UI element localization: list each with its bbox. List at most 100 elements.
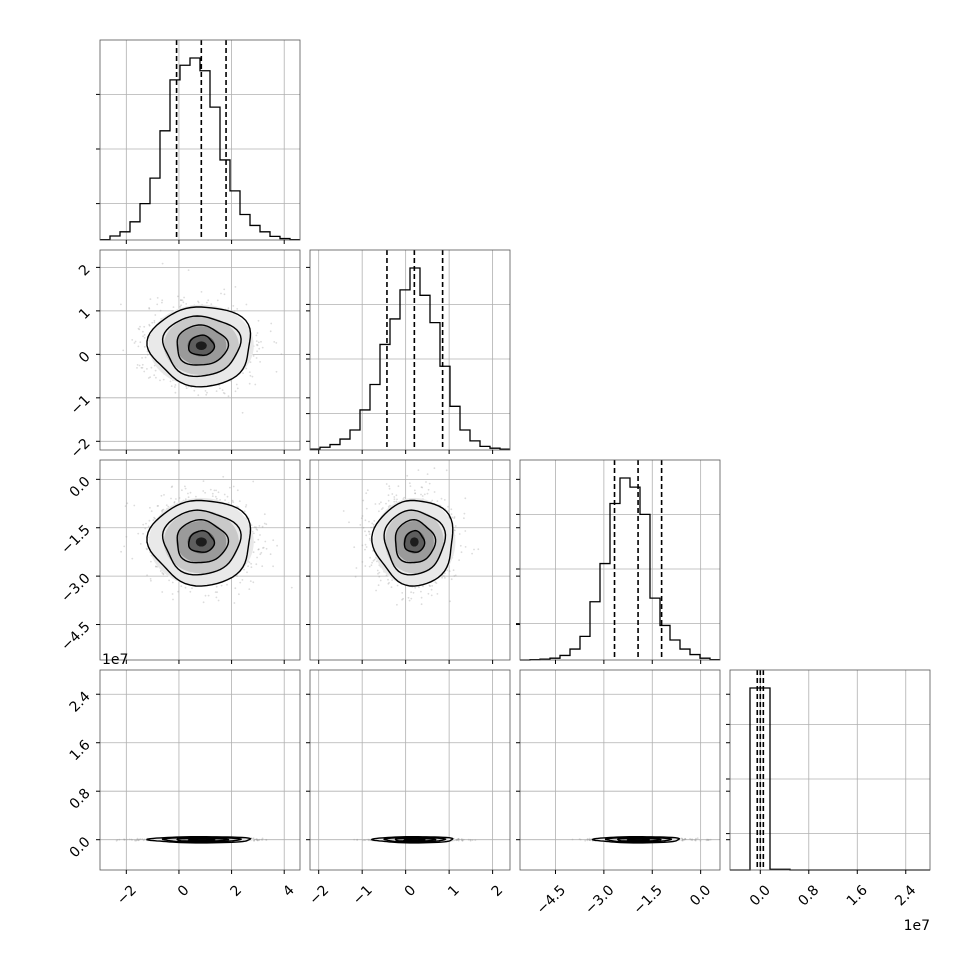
scatter-point	[370, 526, 372, 529]
scatter-point	[275, 342, 278, 344]
scatter-point	[180, 585, 183, 587]
scatter-point	[191, 587, 193, 590]
scatter-point	[402, 597, 404, 600]
scatter-point	[355, 567, 358, 569]
scatter-point	[417, 469, 420, 471]
scatter-point	[368, 533, 371, 536]
scatter-point	[139, 325, 141, 328]
scatter-point	[431, 585, 433, 587]
scatter-point	[418, 586, 420, 589]
scatter-point	[377, 572, 379, 575]
scatter-point	[436, 500, 439, 502]
scatter-point	[471, 552, 473, 555]
scatter-point	[447, 510, 449, 512]
density-level-4	[195, 537, 207, 547]
scatter-point	[260, 838, 263, 841]
scatter-point	[464, 497, 467, 500]
scatter-point	[261, 837, 264, 840]
scatter-point	[435, 582, 438, 584]
scatter-point	[275, 370, 278, 373]
scatter-point	[373, 520, 376, 522]
scatter-point	[364, 565, 367, 567]
scatter-point	[426, 473, 429, 475]
scatter-point	[387, 499, 390, 502]
scatter-point	[171, 485, 174, 488]
scatter-point	[144, 356, 147, 359]
panel-frame	[309, 249, 511, 451]
scatter-point	[206, 301, 208, 304]
scatter-point	[177, 295, 179, 298]
scatter-point	[265, 523, 268, 526]
scatter-point	[256, 839, 259, 842]
scatter-point	[373, 558, 376, 561]
scatter-point	[366, 489, 369, 492]
scatter-point	[257, 548, 260, 551]
scatter-point	[174, 391, 177, 394]
scatter-point	[262, 546, 265, 549]
scatter-point	[147, 525, 150, 528]
scatter-point	[181, 489, 183, 492]
scatter-point	[265, 838, 267, 841]
panel-content	[100, 250, 300, 450]
scatter-point	[141, 366, 144, 369]
scatter-point	[137, 327, 140, 330]
scatter-point	[391, 579, 393, 581]
scatter-point	[133, 504, 136, 507]
scatter-point	[193, 389, 196, 392]
scatter-point	[124, 505, 127, 507]
scatter-point	[140, 366, 143, 369]
scatter-point	[142, 839, 145, 842]
scatter-point	[216, 299, 219, 302]
scatter-point	[420, 493, 422, 496]
scatter-point	[250, 566, 253, 569]
scatter-point	[255, 563, 258, 566]
pair-panel-1-2	[309, 459, 511, 661]
scatter-point	[445, 469, 448, 472]
scatter-point	[453, 516, 456, 518]
scatter-point	[421, 486, 424, 489]
scatter-point	[217, 599, 220, 602]
scatter-point	[414, 492, 416, 495]
scatter-point	[161, 301, 163, 304]
scatter-point	[179, 299, 182, 301]
scatter-point	[153, 321, 156, 324]
scatter-point	[377, 584, 380, 587]
scatter-point	[223, 493, 226, 496]
scatter-point	[255, 357, 258, 359]
scatter-point	[202, 490, 205, 492]
scatter-point	[354, 575, 357, 578]
scatter-point	[434, 581, 437, 584]
scatter-point	[256, 344, 259, 347]
scatter-point	[142, 523, 145, 526]
scatter-point	[365, 534, 368, 537]
scatter-point	[161, 262, 164, 265]
scatter-point	[378, 510, 380, 513]
scatter-point	[250, 524, 253, 526]
scatter-point	[473, 548, 475, 551]
scatter-point	[444, 577, 446, 579]
scatter-point	[162, 572, 165, 575]
scatter-point	[403, 496, 406, 499]
scatter-point	[258, 525, 261, 527]
scatter-point	[197, 394, 200, 397]
scatter-point	[458, 559, 460, 561]
scatter-point	[421, 495, 424, 497]
scatter-point	[156, 297, 159, 299]
scatter-point	[261, 525, 264, 528]
scatter-point	[178, 497, 181, 499]
scatter-point	[413, 489, 416, 492]
scatter-point	[258, 839, 260, 842]
scatter-point	[123, 838, 125, 841]
scatter-point	[159, 570, 162, 572]
scatter-point	[380, 508, 383, 510]
scatter-point	[162, 508, 165, 511]
scatter-point	[422, 585, 424, 588]
scatter-point	[173, 501, 176, 503]
scatter-point	[202, 601, 205, 604]
scatter-point	[245, 303, 248, 306]
contour-level-3	[371, 499, 454, 587]
scatter-point	[149, 376, 152, 379]
histogram-step	[520, 477, 720, 661]
scatter-point	[256, 350, 258, 353]
scatter-point	[148, 519, 151, 522]
